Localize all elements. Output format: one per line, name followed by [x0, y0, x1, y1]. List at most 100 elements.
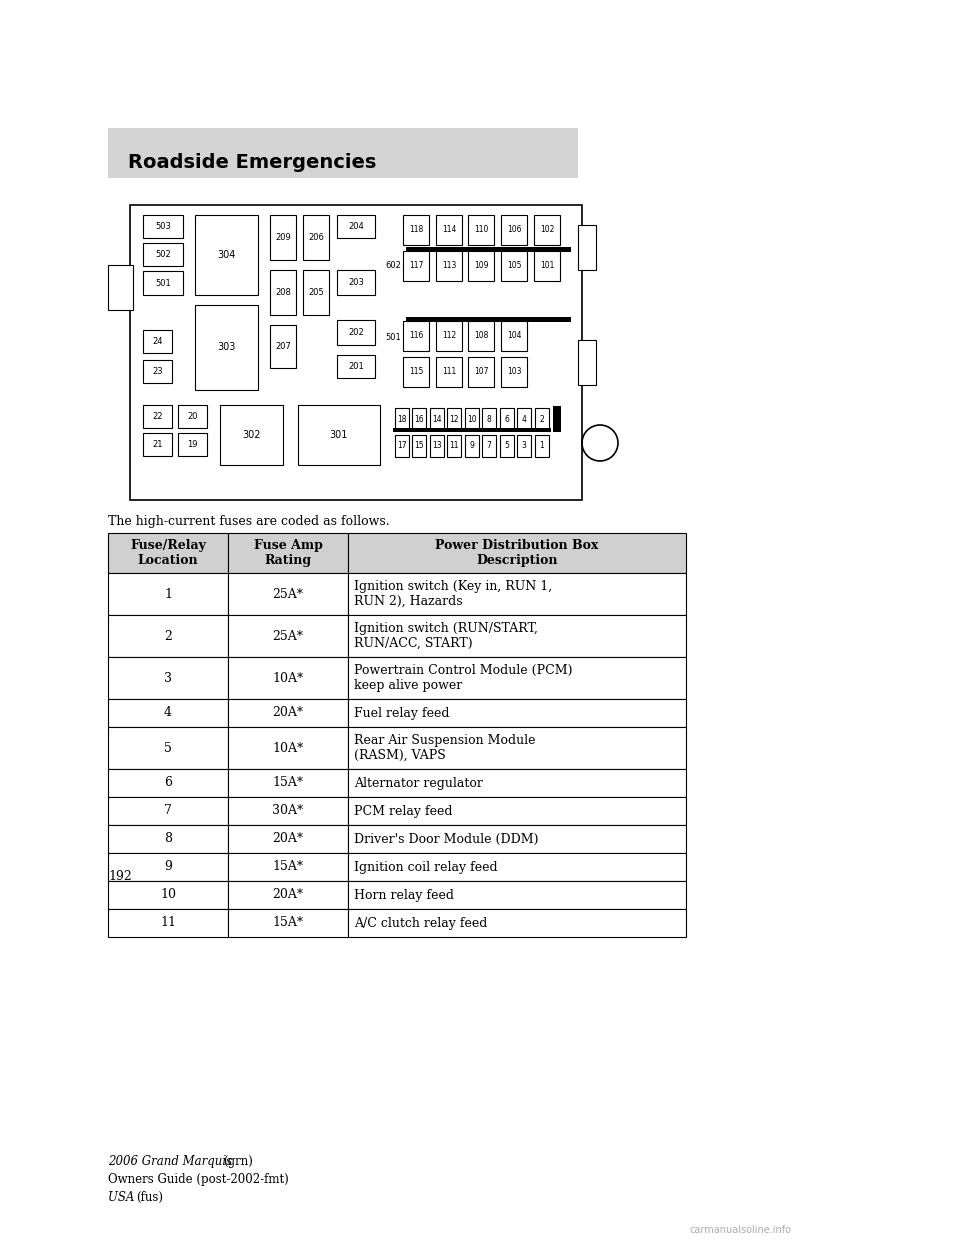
- Bar: [228, 881, 348, 909]
- Text: 2: 2: [540, 415, 544, 424]
- Bar: [412, 409, 426, 430]
- Text: PCM relay feed: PCM relay feed: [354, 805, 452, 817]
- Text: 17: 17: [397, 441, 407, 451]
- Text: 15A*: 15A*: [273, 776, 303, 790]
- Bar: [228, 699, 348, 727]
- Text: 2006 Grand Marquis: 2006 Grand Marquis: [108, 1155, 236, 1167]
- Text: 209: 209: [276, 233, 291, 242]
- Text: 108: 108: [474, 332, 489, 340]
- Bar: [535, 409, 549, 430]
- Text: 201: 201: [348, 361, 364, 371]
- Text: 11: 11: [449, 441, 459, 451]
- Text: 14: 14: [432, 415, 442, 424]
- Bar: [403, 251, 429, 281]
- Text: Fuse Amp
Rating: Fuse Amp Rating: [253, 539, 323, 568]
- Bar: [406, 317, 571, 322]
- Text: 24: 24: [153, 337, 163, 347]
- Text: 10: 10: [468, 415, 477, 424]
- Text: 111: 111: [442, 368, 456, 376]
- Bar: [393, 428, 551, 432]
- Bar: [348, 573, 686, 615]
- Text: 115: 115: [409, 368, 423, 376]
- Bar: [578, 340, 596, 385]
- Bar: [465, 435, 479, 457]
- Text: 10A*: 10A*: [273, 741, 303, 754]
- Text: 3: 3: [521, 441, 526, 451]
- Text: Ignition switch (RUN/START,
RUN/ACC, START): Ignition switch (RUN/START, RUN/ACC, STA…: [354, 622, 538, 650]
- Bar: [501, 251, 527, 281]
- Text: Driver's Door Module (DDM): Driver's Door Module (DDM): [354, 832, 539, 846]
- Text: 303: 303: [217, 343, 236, 353]
- Bar: [303, 270, 329, 315]
- Text: (fus): (fus): [136, 1191, 163, 1203]
- Text: 19: 19: [187, 440, 198, 450]
- Bar: [298, 405, 380, 465]
- Text: carmanualsoline.info: carmanualsoline.info: [690, 1225, 792, 1235]
- Text: 16: 16: [414, 415, 423, 424]
- Text: 5: 5: [164, 741, 172, 754]
- Bar: [337, 320, 375, 345]
- Text: 118: 118: [409, 226, 423, 235]
- Bar: [348, 825, 686, 853]
- Bar: [220, 405, 283, 465]
- Bar: [482, 435, 496, 457]
- Text: 501: 501: [385, 333, 401, 342]
- Bar: [500, 435, 514, 457]
- Text: 117: 117: [409, 262, 423, 271]
- Text: 202: 202: [348, 328, 364, 337]
- Text: Ignition switch (Key in, RUN 1,
RUN 2), Hazards: Ignition switch (Key in, RUN 1, RUN 2), …: [354, 580, 552, 609]
- Text: 502: 502: [156, 250, 171, 260]
- Bar: [108, 615, 228, 657]
- Bar: [143, 330, 172, 353]
- Text: 30A*: 30A*: [273, 805, 303, 817]
- Bar: [108, 128, 578, 178]
- Bar: [228, 909, 348, 936]
- Bar: [108, 265, 133, 310]
- Bar: [501, 356, 527, 388]
- Text: (grn): (grn): [223, 1155, 252, 1167]
- Bar: [337, 215, 375, 238]
- Text: 15A*: 15A*: [273, 861, 303, 873]
- Text: 7: 7: [164, 805, 172, 817]
- Bar: [517, 409, 531, 430]
- Bar: [465, 409, 479, 430]
- Text: 207: 207: [276, 342, 291, 351]
- Bar: [348, 699, 686, 727]
- Bar: [108, 533, 228, 573]
- Text: 192: 192: [108, 869, 132, 883]
- Text: 13: 13: [432, 441, 442, 451]
- Bar: [108, 853, 228, 881]
- Bar: [500, 409, 514, 430]
- Text: Rear Air Suspension Module
(RASM), VAPS: Rear Air Suspension Module (RASM), VAPS: [354, 734, 536, 763]
- Text: 304: 304: [217, 250, 236, 260]
- Bar: [108, 769, 228, 797]
- Text: 25A*: 25A*: [273, 587, 303, 600]
- Bar: [348, 615, 686, 657]
- Bar: [108, 699, 228, 727]
- Text: 110: 110: [474, 226, 489, 235]
- Bar: [130, 205, 582, 501]
- Bar: [517, 435, 531, 457]
- Bar: [108, 825, 228, 853]
- Bar: [348, 797, 686, 825]
- Bar: [143, 433, 172, 456]
- Text: 114: 114: [442, 226, 456, 235]
- Text: Power Distribution Box
Description: Power Distribution Box Description: [435, 539, 599, 568]
- Text: 204: 204: [348, 222, 364, 231]
- Bar: [108, 797, 228, 825]
- Bar: [468, 215, 494, 245]
- Bar: [178, 433, 207, 456]
- Text: 503: 503: [156, 222, 171, 231]
- Text: 1: 1: [164, 587, 172, 600]
- Bar: [108, 881, 228, 909]
- Text: 18: 18: [397, 415, 407, 424]
- Bar: [348, 657, 686, 699]
- Bar: [436, 356, 462, 388]
- Bar: [553, 406, 561, 432]
- Text: 3: 3: [164, 672, 172, 684]
- Bar: [270, 215, 296, 260]
- Bar: [143, 360, 172, 383]
- Bar: [348, 769, 686, 797]
- Text: 22: 22: [153, 412, 163, 421]
- Text: 602: 602: [385, 261, 401, 270]
